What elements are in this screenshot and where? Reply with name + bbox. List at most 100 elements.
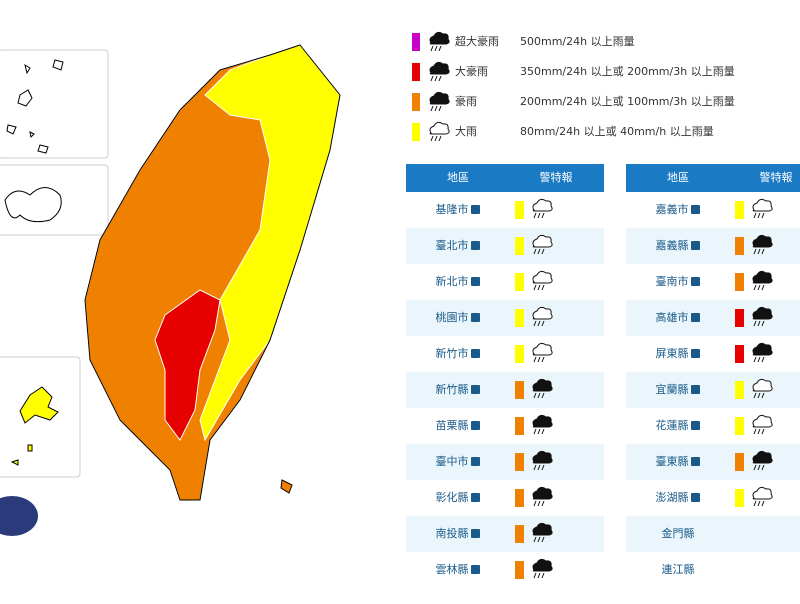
expand-button[interactable] (691, 493, 700, 502)
cloud (532, 270, 553, 284)
rain-icon (532, 198, 553, 219)
warning-level (735, 237, 744, 255)
warning-level (515, 201, 524, 219)
rain (533, 500, 545, 507)
cloud (752, 270, 773, 284)
row-bg (406, 372, 604, 408)
expand-button[interactable] (691, 457, 700, 466)
rain (533, 356, 545, 363)
rain (533, 212, 545, 219)
row-bg (406, 300, 604, 336)
cloud (532, 450, 553, 464)
rain-icon (532, 342, 553, 363)
warning-level (515, 345, 524, 363)
rain-icon (752, 486, 773, 507)
expand-button[interactable] (471, 385, 480, 394)
warning-level (735, 417, 744, 435)
row-bg (626, 228, 800, 264)
expand-button[interactable] (691, 205, 700, 214)
expand-button[interactable] (471, 421, 480, 430)
rain-icon (429, 91, 450, 112)
region-name: 新北市 (436, 274, 469, 288)
expand-button[interactable] (471, 205, 480, 214)
cloud (532, 486, 553, 500)
warning-level (515, 309, 524, 327)
expand-button[interactable] (691, 277, 700, 286)
region-name: 彰化縣 (436, 490, 469, 504)
region-name: 基隆市 (436, 202, 469, 216)
expand-button[interactable] (691, 421, 700, 430)
row-bg (626, 300, 800, 336)
expand-button[interactable] (471, 565, 480, 574)
expand-button[interactable] (471, 493, 480, 502)
rain (430, 45, 442, 52)
warning-level (515, 561, 524, 579)
region-name: 臺北市 (436, 238, 469, 252)
rain-icon (752, 450, 773, 471)
rain-icon (532, 558, 553, 579)
rain-icon (429, 31, 450, 52)
region-name: 宜蘭縣 (656, 382, 689, 396)
rain-icon (752, 342, 773, 363)
rain-icon (752, 378, 773, 399)
warning-level (515, 381, 524, 399)
row-bg (626, 372, 800, 408)
cloud (532, 342, 553, 356)
header-cell: 地區 (447, 171, 469, 184)
table-header (406, 164, 604, 192)
expand-button[interactable] (471, 349, 480, 358)
expand-button[interactable] (471, 277, 480, 286)
rain-icon (752, 270, 773, 291)
cloud (532, 198, 553, 212)
legend-swatch (412, 93, 420, 111)
rain (753, 248, 765, 255)
warning-level (515, 237, 524, 255)
header-cell: 警特報 (760, 170, 793, 184)
rain (753, 428, 765, 435)
expand-button[interactable] (691, 385, 700, 394)
rain-icon (752, 234, 773, 255)
rain (533, 284, 545, 291)
legend-criteria: 80mm/24h 以上或 40mm/h 以上雨量 (520, 125, 714, 138)
row-bg (406, 444, 604, 480)
cloud (532, 306, 553, 320)
cloud (532, 522, 553, 536)
warning-level (515, 417, 524, 435)
region-name: 新竹縣 (436, 382, 469, 396)
legend-label: 大雨 (455, 124, 477, 138)
rain (753, 284, 765, 291)
rain-icon (429, 61, 450, 82)
legend-swatch (412, 63, 420, 81)
region-name: 南投縣 (436, 526, 469, 540)
logo (0, 496, 38, 536)
cloud (752, 486, 773, 500)
cloud (752, 342, 773, 356)
expand-button[interactable] (691, 349, 700, 358)
expand-button[interactable] (471, 457, 480, 466)
row-bg (626, 444, 800, 480)
rain-icon (532, 486, 553, 507)
expand-button[interactable] (691, 313, 700, 322)
region-name: 連江縣 (662, 562, 695, 576)
cloud (429, 31, 450, 45)
cloud (752, 414, 773, 428)
row-bg (406, 516, 604, 552)
rain-icon (752, 306, 773, 327)
rain (753, 212, 765, 219)
rain-icon (752, 198, 773, 219)
region-name: 臺東縣 (656, 454, 689, 468)
rain (533, 248, 545, 255)
cloud (532, 378, 553, 392)
rain (533, 536, 545, 543)
cloud (532, 414, 553, 428)
legend-criteria: 200mm/24h 以上或 100mm/3h 以上雨量 (520, 95, 735, 108)
expand-button[interactable] (471, 529, 480, 538)
rain (430, 75, 442, 82)
rain (753, 356, 765, 363)
islands (4, 59, 64, 466)
expand-button[interactable] (691, 241, 700, 250)
expand-button[interactable] (471, 313, 480, 322)
expand-button[interactable] (471, 241, 480, 250)
